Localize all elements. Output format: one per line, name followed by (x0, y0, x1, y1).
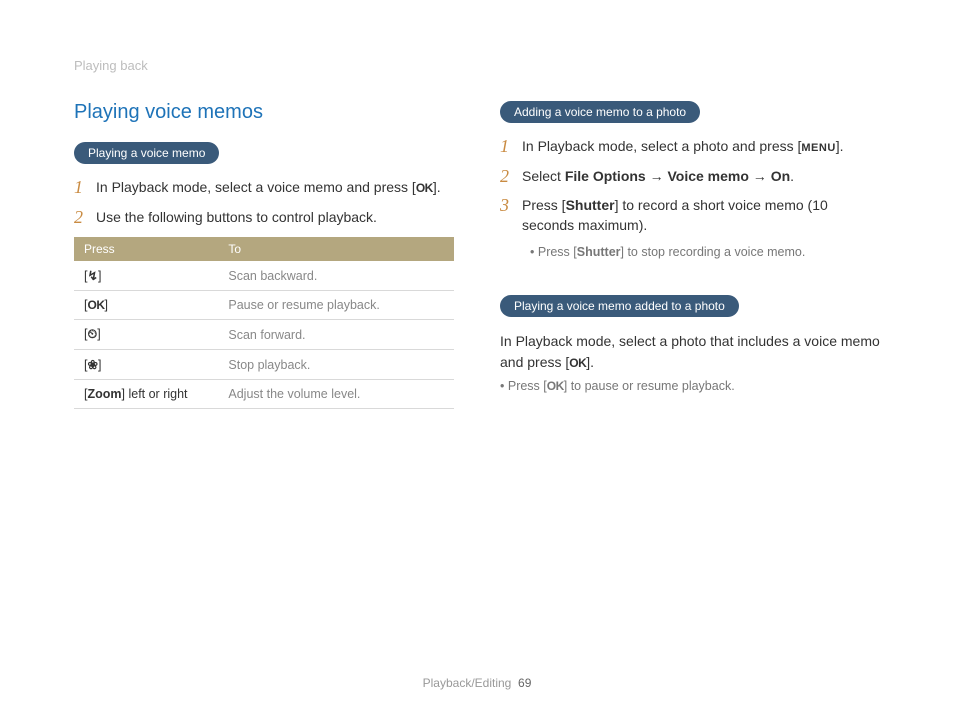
table-row: [↯] Scan backward. (74, 261, 454, 291)
step-text: Use the following buttons to control pla… (96, 208, 454, 228)
timer-icon: ⏲ (87, 327, 97, 341)
step-number: 3 (500, 196, 512, 214)
menu-icon: MENU (801, 142, 835, 154)
right-column: Adding a voice memo to a photo 1 In Play… (500, 101, 880, 409)
step-3: 3 Press [Shutter] to record a short voic… (500, 196, 880, 235)
ok-icon: OK (547, 379, 564, 393)
table-row: [❀] Stop playback. (74, 350, 454, 380)
table-row: [Zoom] left or right Adjust the volume l… (74, 380, 454, 409)
col-press: Press (74, 237, 218, 261)
page-footer: Playback/Editing 69 (0, 676, 954, 690)
table-header-row: Press To (74, 237, 454, 261)
note-text: Press [OK] to pause or resume playback. (500, 377, 880, 396)
ok-icon: OK (416, 181, 433, 195)
flash-icon: ↯ (87, 269, 97, 283)
step-2: 2 Select File Options → Voice memo → On. (500, 167, 880, 187)
col-to: To (218, 237, 454, 261)
step-text: In Playback mode, select a voice memo an… (96, 178, 454, 198)
step-text: Press [Shutter] to record a short voice … (522, 196, 880, 235)
section-title: Playing voice memos (74, 101, 454, 124)
table-row: [OK] Pause or resume playback. (74, 291, 454, 320)
step-text: In Playback mode, select a photo and pre… (522, 137, 880, 157)
step-number: 1 (74, 178, 86, 196)
pill-playing-voice-memo: Playing a voice memo (74, 142, 219, 164)
page-number: 69 (518, 676, 531, 690)
zoom-label: Zoom (87, 387, 121, 401)
content-columns: Playing voice memos Playing a voice memo… (74, 101, 880, 409)
controls-table: Press To [↯] Scan backward. [OK] Pause o… (74, 237, 454, 409)
ok-icon: OK (569, 356, 586, 370)
table-row: [⏲] Scan forward. (74, 320, 454, 350)
macro-icon: ❀ (87, 358, 97, 372)
footer-section: Playback/Editing (423, 676, 512, 690)
pill-adding-voice-memo: Adding a voice memo to a photo (500, 101, 700, 123)
step-1: 1 In Playback mode, select a photo and p… (500, 137, 880, 157)
step-2: 2 Use the following buttons to control p… (74, 208, 454, 228)
step-number: 2 (500, 167, 512, 185)
body-text: In Playback mode, select a photo that in… (500, 331, 880, 373)
pill-playing-attached-memo: Playing a voice memo added to a photo (500, 295, 739, 317)
step-number: 2 (74, 208, 86, 226)
left-column: Playing voice memos Playing a voice memo… (74, 101, 454, 409)
sub-bullet: Press [Shutter] to stop recording a voic… (530, 245, 880, 259)
breadcrumb: Playing back (74, 58, 880, 73)
step-number: 1 (500, 137, 512, 155)
ok-icon: OK (87, 298, 104, 312)
step-text: Select File Options → Voice memo → On. (522, 167, 880, 187)
step-1: 1 In Playback mode, select a voice memo … (74, 178, 454, 198)
